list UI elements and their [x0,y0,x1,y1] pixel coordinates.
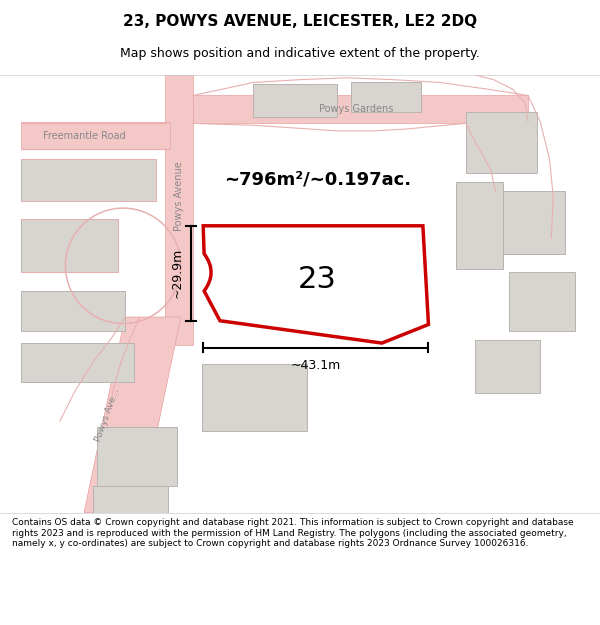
Text: Powys Gardens: Powys Gardens [319,104,393,114]
Text: Freemantle Road: Freemantle Road [43,131,125,141]
Polygon shape [193,96,528,123]
Polygon shape [21,121,170,149]
Polygon shape [253,84,337,117]
Text: ~796m²/~0.197ac.: ~796m²/~0.197ac. [224,170,411,188]
Polygon shape [97,427,177,486]
Polygon shape [84,317,181,512]
Polygon shape [21,291,125,331]
Text: Map shows position and indicative extent of the property.: Map shows position and indicative extent… [120,48,480,61]
Polygon shape [21,219,118,272]
Polygon shape [94,486,168,512]
Polygon shape [494,191,565,254]
Polygon shape [457,182,503,269]
PathPatch shape [203,226,428,343]
Text: Contains OS data © Crown copyright and database right 2021. This information is : Contains OS data © Crown copyright and d… [12,518,574,548]
Text: Powys Ave...: Powys Ave... [94,387,121,442]
Text: Powys Avenue: Powys Avenue [174,161,184,231]
Polygon shape [509,272,575,331]
Polygon shape [475,340,540,393]
Polygon shape [165,75,193,345]
Polygon shape [351,82,421,112]
Text: ~43.1m: ~43.1m [290,359,341,372]
Text: ~29.9m: ~29.9m [170,248,184,298]
Polygon shape [202,364,307,431]
Polygon shape [21,159,156,201]
Polygon shape [466,112,538,173]
Text: 23: 23 [298,265,336,294]
Text: 23, POWYS AVENUE, LEICESTER, LE2 2DQ: 23, POWYS AVENUE, LEICESTER, LE2 2DQ [123,14,477,29]
Polygon shape [21,343,134,382]
